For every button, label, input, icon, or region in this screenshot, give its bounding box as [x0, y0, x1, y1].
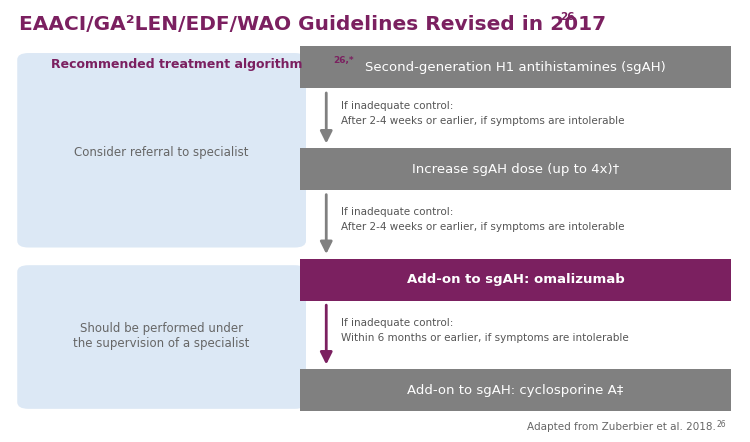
Text: 26: 26 [560, 12, 574, 23]
FancyBboxPatch shape [300, 148, 731, 190]
Text: 26,*: 26,* [334, 56, 354, 65]
Text: Should be performed under
the supervision of a specialist: Should be performed under the supervisio… [73, 322, 250, 350]
Text: Adapted from Zuberbier et al. 2018.: Adapted from Zuberbier et al. 2018. [527, 422, 716, 432]
Text: Add-on to sgAH: cyclosporine A‡: Add-on to sgAH: cyclosporine A‡ [407, 384, 624, 396]
Text: If inadequate control:
After 2-4 weeks or earlier, if symptoms are intolerable: If inadequate control: After 2-4 weeks o… [341, 207, 625, 232]
FancyBboxPatch shape [300, 46, 731, 88]
Text: If inadequate control:
Within 6 months or earlier, if symptoms are intolerable: If inadequate control: Within 6 months o… [341, 318, 629, 343]
Text: Second-generation H1 antihistamines (sgAH): Second-generation H1 antihistamines (sgA… [365, 61, 666, 74]
FancyBboxPatch shape [17, 53, 306, 248]
FancyBboxPatch shape [17, 265, 306, 409]
Text: Consider referral to specialist: Consider referral to specialist [74, 146, 248, 159]
Text: Increase sgAH dose (up to 4x)†: Increase sgAH dose (up to 4x)† [412, 163, 620, 175]
Text: EAACI/GA²LEN/EDF/WAO Guidelines Revised in 2017: EAACI/GA²LEN/EDF/WAO Guidelines Revised … [19, 15, 606, 34]
Text: 26: 26 [716, 420, 726, 429]
Text: Add-on to sgAH: omalizumab: Add-on to sgAH: omalizumab [406, 273, 625, 286]
FancyBboxPatch shape [300, 369, 731, 411]
Text: Recommended treatment algorithm: Recommended treatment algorithm [51, 58, 302, 71]
FancyBboxPatch shape [300, 259, 731, 301]
Text: If inadequate control:
After 2-4 weeks or earlier, if symptoms are intolerable: If inadequate control: After 2-4 weeks o… [341, 101, 625, 126]
